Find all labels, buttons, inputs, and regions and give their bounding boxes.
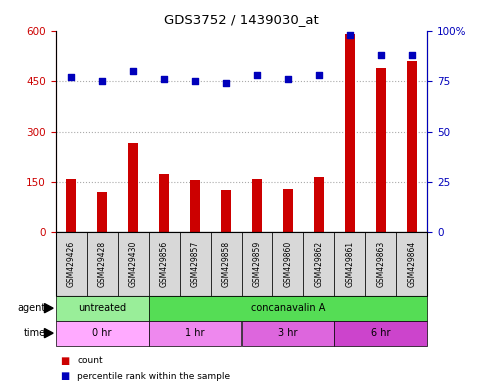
Text: GSM429858: GSM429858 — [222, 241, 230, 287]
Polygon shape — [44, 303, 53, 313]
Bar — [303, 232, 334, 296]
Text: agent: agent — [18, 303, 46, 313]
Text: 6 hr: 6 hr — [371, 328, 391, 338]
Point — [67, 74, 75, 80]
Bar — [221, 190, 231, 232]
Bar — [397, 232, 427, 296]
Text: 0 hr: 0 hr — [92, 328, 112, 338]
Text: GSM429864: GSM429864 — [408, 241, 416, 287]
Point — [129, 68, 137, 74]
Bar — [344, 34, 355, 232]
Bar — [313, 177, 325, 232]
Bar — [334, 321, 427, 346]
Point — [408, 52, 416, 58]
Bar — [56, 232, 86, 296]
Bar — [158, 174, 170, 232]
Point — [191, 78, 199, 84]
Bar — [117, 232, 149, 296]
Text: GSM429428: GSM429428 — [98, 241, 107, 287]
Bar — [376, 68, 386, 232]
Point — [377, 52, 385, 58]
Bar — [149, 296, 427, 321]
Bar — [211, 232, 242, 296]
Polygon shape — [44, 328, 53, 338]
Point — [98, 78, 106, 84]
Text: GSM429430: GSM429430 — [128, 241, 138, 287]
Text: GSM429863: GSM429863 — [376, 241, 385, 287]
Text: GSM429861: GSM429861 — [345, 241, 355, 287]
Text: GSM429859: GSM429859 — [253, 241, 261, 287]
Text: time: time — [24, 328, 46, 338]
Bar — [56, 296, 149, 321]
Text: count: count — [77, 356, 103, 366]
Bar — [66, 179, 76, 232]
Point — [253, 72, 261, 78]
Bar — [149, 321, 242, 346]
Bar — [97, 192, 107, 232]
Text: GSM429860: GSM429860 — [284, 241, 293, 287]
Text: GDS3752 / 1439030_at: GDS3752 / 1439030_at — [164, 13, 319, 26]
Bar — [272, 232, 303, 296]
Bar — [242, 232, 272, 296]
Text: GSM429857: GSM429857 — [190, 241, 199, 287]
Bar — [128, 143, 139, 232]
Bar — [366, 232, 397, 296]
Point — [222, 80, 230, 86]
Text: 1 hr: 1 hr — [185, 328, 205, 338]
Text: GSM429426: GSM429426 — [67, 241, 75, 287]
Bar — [283, 189, 293, 232]
Text: percentile rank within the sample: percentile rank within the sample — [77, 372, 230, 381]
Text: GSM429862: GSM429862 — [314, 241, 324, 287]
Bar — [56, 321, 149, 346]
Bar — [190, 180, 200, 232]
Point — [284, 76, 292, 82]
Bar — [149, 232, 180, 296]
Bar — [407, 61, 417, 232]
Bar — [86, 232, 117, 296]
Text: ■: ■ — [60, 356, 70, 366]
Text: GSM429856: GSM429856 — [159, 241, 169, 287]
Point — [315, 72, 323, 78]
Bar — [180, 232, 211, 296]
Text: ■: ■ — [60, 371, 70, 381]
Bar — [334, 232, 366, 296]
Text: untreated: untreated — [78, 303, 126, 313]
Point — [346, 31, 354, 38]
Bar — [252, 179, 262, 232]
Bar — [242, 321, 334, 346]
Text: 3 hr: 3 hr — [278, 328, 298, 338]
Text: concanavalin A: concanavalin A — [251, 303, 325, 313]
Point — [160, 76, 168, 82]
